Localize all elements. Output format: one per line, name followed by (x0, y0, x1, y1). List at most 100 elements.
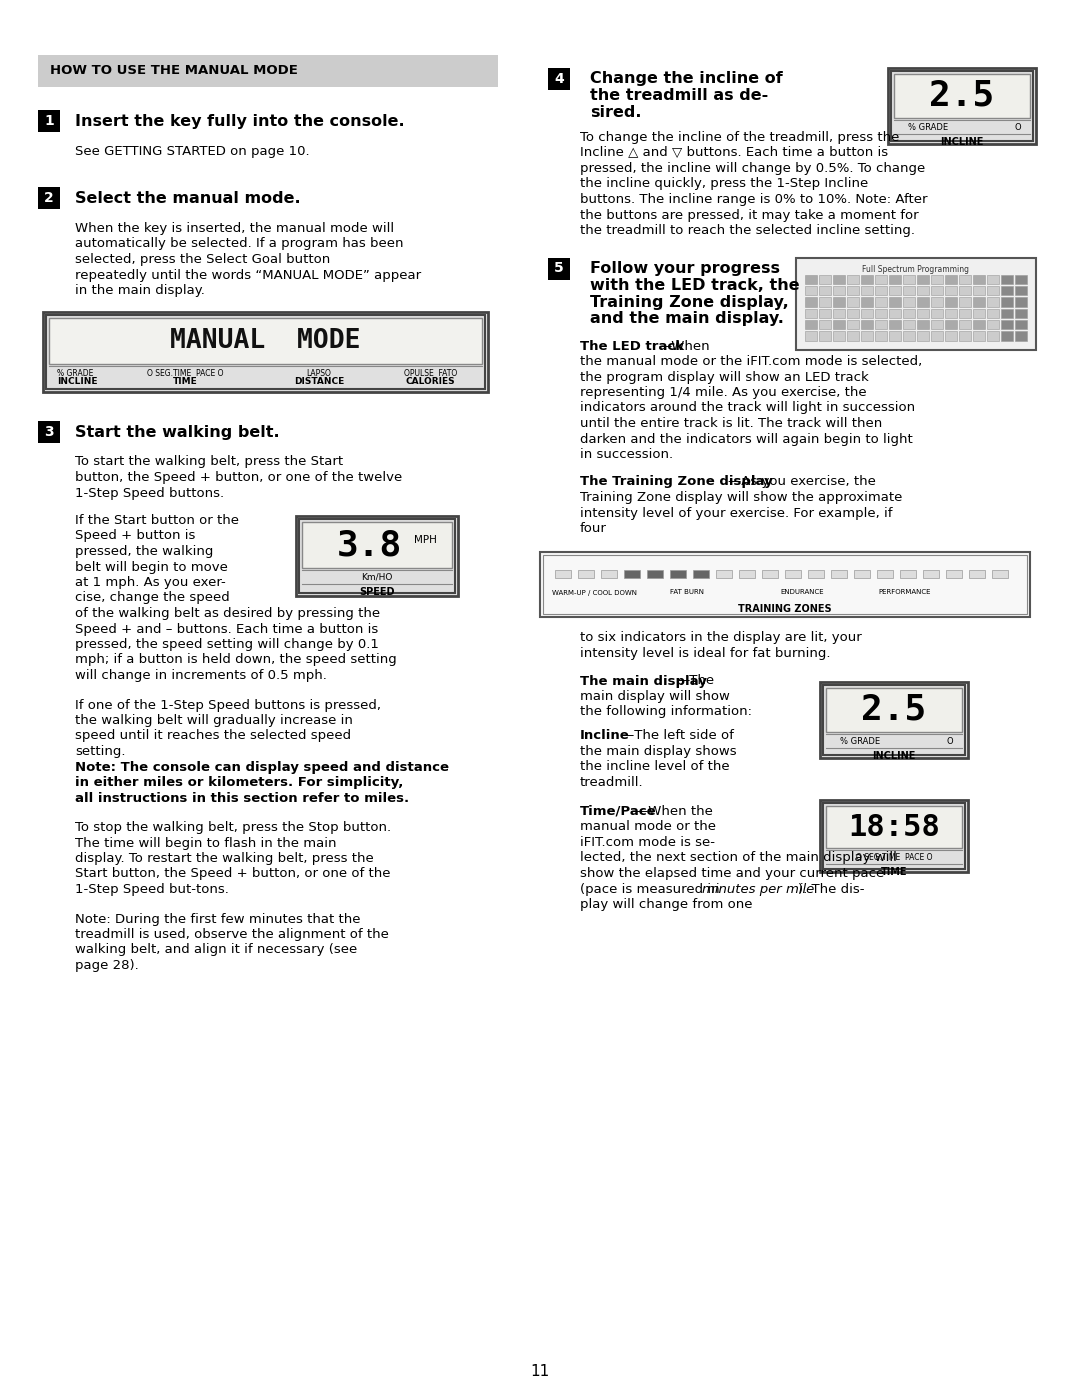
Bar (861, 320, 873, 330)
Bar (903, 274, 915, 284)
Text: treadmill is used, observe the alignment of the: treadmill is used, observe the alignment… (75, 928, 389, 942)
Text: four: four (580, 522, 607, 535)
Text: at 1 mph. As you exer-: at 1 mph. As you exer- (75, 576, 226, 590)
Bar (987, 309, 999, 319)
Bar (945, 320, 957, 330)
Text: 4: 4 (554, 73, 564, 87)
Bar (875, 309, 887, 319)
Text: To stop the walking belt, press the Stop button.: To stop the walking belt, press the Stop… (75, 821, 391, 834)
Bar (555, 570, 571, 577)
Bar (805, 274, 816, 284)
Bar (819, 286, 831, 295)
Text: in the main display.: in the main display. (75, 284, 205, 298)
Text: See GETTING STARTED on page 10.: See GETTING STARTED on page 10. (75, 145, 310, 158)
Bar (903, 320, 915, 330)
Text: display. To restart the walking belt, press the: display. To restart the walking belt, pr… (75, 852, 374, 865)
Bar (875, 331, 887, 341)
Bar (973, 298, 985, 306)
Text: OPULSE  FATO: OPULSE FATO (404, 369, 457, 379)
Bar (931, 320, 943, 330)
Bar (889, 309, 901, 319)
Bar (833, 298, 845, 306)
Bar (302, 522, 453, 569)
Bar (548, 257, 570, 279)
Bar (987, 320, 999, 330)
Bar (1001, 298, 1013, 306)
Text: If the Start button or the: If the Start button or the (75, 514, 239, 527)
Text: —The: —The (676, 675, 714, 687)
Text: Select the manual mode.: Select the manual mode. (75, 191, 300, 205)
Bar (903, 331, 915, 341)
Text: representing 1/4 mile. As you exercise, the: representing 1/4 mile. As you exercise, … (580, 386, 866, 400)
Text: belt will begin to move: belt will begin to move (75, 560, 228, 574)
Bar (548, 68, 570, 89)
Text: in succession.: in succession. (580, 448, 673, 461)
Text: 3: 3 (44, 425, 54, 439)
Bar (854, 570, 870, 577)
Bar (38, 110, 60, 131)
Bar (861, 274, 873, 284)
Text: the manual mode or the iFIT.com mode is selected,: the manual mode or the iFIT.com mode is … (580, 355, 922, 367)
Bar (861, 309, 873, 319)
Text: —The left side of: —The left side of (621, 729, 734, 742)
Bar (987, 331, 999, 341)
Text: iFIT.com mode is se-: iFIT.com mode is se- (580, 835, 715, 849)
Bar (847, 298, 859, 306)
Bar (805, 320, 816, 330)
Bar (959, 331, 971, 341)
Text: Training Zone display,: Training Zone display, (590, 295, 788, 310)
Bar (833, 274, 845, 284)
Bar (819, 274, 831, 284)
Text: The main display: The main display (580, 675, 707, 687)
Bar (931, 298, 943, 306)
Text: repeatedly until the words “MANUAL MODE” appear: repeatedly until the words “MANUAL MODE”… (75, 268, 421, 282)
Bar (624, 570, 640, 577)
Text: The time will begin to flash in the main: The time will begin to flash in the main (75, 837, 337, 849)
Text: the incline quickly, press the 1-Step Incline: the incline quickly, press the 1-Step In… (580, 177, 868, 190)
Bar (38, 420, 60, 443)
Bar (823, 685, 966, 754)
Bar (969, 570, 985, 577)
Text: Speed + button is: Speed + button is (75, 529, 195, 542)
Bar (993, 570, 1008, 577)
Bar (600, 570, 617, 577)
Bar (917, 298, 929, 306)
Bar (847, 331, 859, 341)
Text: If one of the 1-Step Speed buttons is pressed,: If one of the 1-Step Speed buttons is pr… (75, 698, 381, 711)
Bar (945, 298, 957, 306)
Text: INCLINE: INCLINE (873, 752, 916, 761)
Text: page 28).: page 28). (75, 958, 138, 972)
Bar (917, 309, 929, 319)
Text: buttons. The incline range is 0% to 10%. Note: After: buttons. The incline range is 0% to 10%.… (580, 193, 928, 205)
Text: HOW TO USE THE MANUAL MODE: HOW TO USE THE MANUAL MODE (50, 64, 298, 77)
Bar (1015, 274, 1027, 284)
Text: until the entire track is lit. The track will then: until the entire track is lit. The track… (580, 416, 882, 430)
Bar (889, 286, 901, 295)
Text: O: O (1015, 123, 1022, 131)
Bar (716, 570, 732, 577)
Bar (831, 570, 847, 577)
Bar (875, 298, 887, 306)
Bar (946, 570, 962, 577)
Text: CALORIES: CALORIES (405, 377, 455, 387)
Bar (889, 274, 901, 284)
Bar (973, 274, 985, 284)
Bar (43, 312, 488, 391)
Text: O: O (947, 736, 954, 746)
Bar (1001, 331, 1013, 341)
Bar (1001, 309, 1013, 319)
Text: and the main display.: and the main display. (590, 312, 784, 327)
Text: the treadmill as de-: the treadmill as de- (590, 88, 768, 103)
Bar (917, 331, 929, 341)
Text: When the key is inserted, the manual mode will: When the key is inserted, the manual mod… (75, 222, 394, 235)
Text: in either miles or kilometers. For simplicity,: in either miles or kilometers. For simpl… (75, 775, 403, 789)
Bar (1001, 320, 1013, 330)
Text: pressed, the incline will change by 0.5%. To change: pressed, the incline will change by 0.5%… (580, 162, 926, 175)
Bar (819, 331, 831, 341)
Bar (931, 309, 943, 319)
Bar (805, 331, 816, 341)
Text: MANUAL  MODE: MANUAL MODE (171, 327, 361, 353)
Text: % GRADE: % GRADE (840, 736, 880, 746)
Bar (917, 274, 929, 284)
Text: the buttons are pressed, it may take a moment for: the buttons are pressed, it may take a m… (580, 208, 919, 222)
